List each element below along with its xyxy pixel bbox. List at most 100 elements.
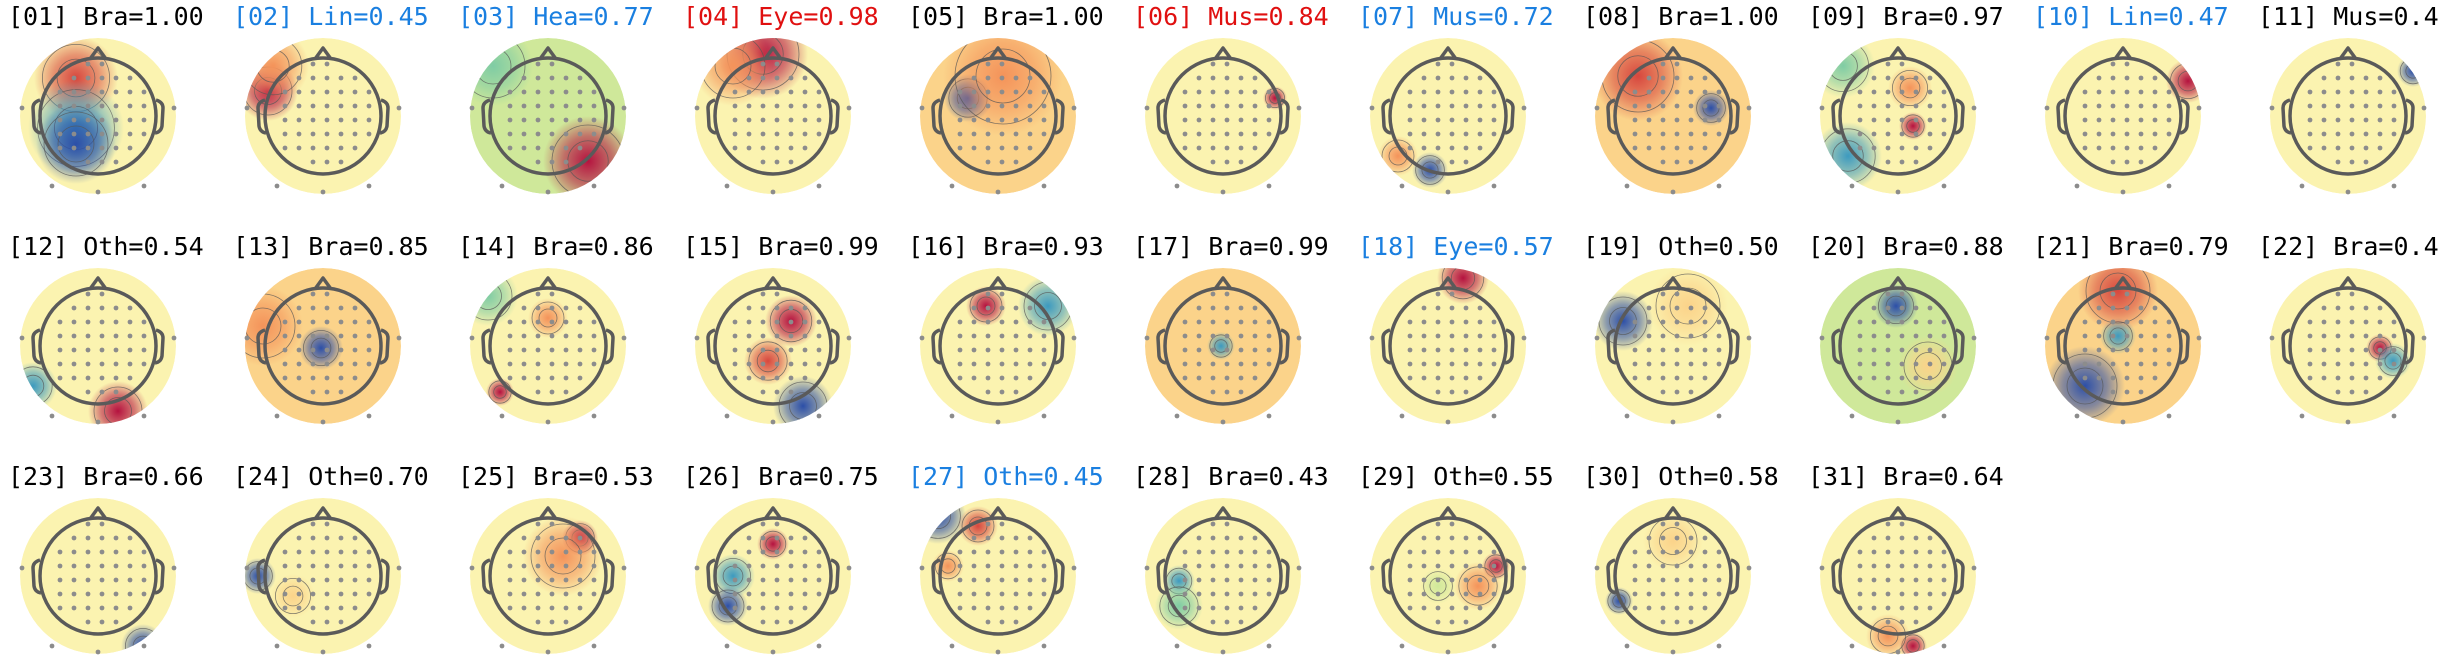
activation-field — [470, 498, 626, 654]
electrode-array — [694, 61, 852, 195]
electrode-array — [244, 521, 402, 655]
head-outline — [713, 516, 833, 636]
activation-field — [1370, 38, 1526, 194]
nose-marker — [1888, 46, 1908, 61]
nose-marker — [313, 276, 333, 291]
nose-marker — [1213, 506, 1233, 521]
head-outline — [488, 516, 608, 636]
right-ear — [829, 98, 840, 135]
component-25: [25] Bra=0.53 — [458, 462, 658, 672]
head-outline — [2288, 286, 2408, 406]
component-14: [14] Bra=0.86 — [458, 232, 658, 442]
nose-marker — [763, 506, 783, 521]
head-topomap-icon — [244, 38, 402, 195]
electrode-array — [1819, 521, 1977, 655]
electrode-array — [1144, 291, 1302, 425]
activation-field — [1595, 498, 1751, 654]
component-23: [23] Bra=0.66 — [8, 462, 208, 672]
component-16: [16] Bra=0.93 — [908, 232, 1108, 442]
left-ear — [31, 328, 42, 365]
head-outline — [1388, 286, 1508, 406]
component-09: [09] Bra=0.97 — [1808, 2, 2008, 212]
component-label: [04] Eye=0.98 — [683, 2, 879, 31]
component-17: [17] Bra=0.99 — [1133, 232, 1333, 442]
electrode-array — [919, 521, 1077, 655]
head-outline — [1163, 516, 1283, 636]
head-outline — [1388, 56, 1508, 176]
electrode-array — [469, 521, 627, 655]
nose-marker — [1438, 46, 1458, 61]
nose-marker — [88, 506, 108, 521]
electrode-array — [2269, 61, 2427, 195]
head-outline — [1613, 286, 1733, 406]
electrode-array — [919, 61, 1077, 195]
component-label: [27] Oth=0.45 — [908, 462, 1104, 491]
nose-marker — [763, 276, 783, 291]
component-24: [24] Oth=0.70 — [233, 462, 433, 672]
left-ear — [1381, 558, 1392, 595]
head-topomap-icon — [694, 498, 852, 655]
electrode-array — [2044, 291, 2202, 425]
right-ear — [1954, 558, 1965, 595]
nose-marker — [313, 506, 333, 521]
component-02: [02] Lin=0.45 — [233, 2, 433, 212]
right-ear — [1054, 98, 1065, 135]
component-label: [13] Bra=0.85 — [233, 232, 429, 261]
nose-marker — [988, 276, 1008, 291]
left-ear — [1606, 98, 1617, 135]
nose-marker — [88, 276, 108, 291]
head-topomap-icon — [469, 38, 627, 195]
nose-marker — [1213, 46, 1233, 61]
right-ear — [604, 98, 615, 135]
right-ear — [1279, 558, 1290, 595]
electrode-array — [1594, 61, 1752, 195]
nose-marker — [538, 506, 558, 521]
electrode-array — [919, 291, 1077, 425]
component-label: [25] Bra=0.53 — [458, 462, 654, 491]
activation-field — [1145, 38, 1301, 194]
head-topomap-icon — [1819, 268, 1977, 425]
activation-field — [1820, 268, 1976, 424]
component-label: [12] Oth=0.54 — [8, 232, 204, 261]
left-ear — [1156, 328, 1167, 365]
left-ear — [2281, 328, 2292, 365]
right-ear — [2179, 328, 2190, 365]
right-ear — [379, 328, 390, 365]
component-label: [01] Bra=1.00 — [8, 2, 204, 31]
head-outline — [263, 516, 383, 636]
component-label: [31] Bra=0.64 — [1808, 462, 2004, 491]
left-ear — [481, 558, 492, 595]
component-28: [28] Bra=0.43 — [1133, 462, 1333, 672]
right-ear — [1504, 558, 1515, 595]
head-topomap-icon — [469, 268, 627, 425]
left-ear — [931, 328, 942, 365]
head-outline — [263, 286, 383, 406]
left-ear — [2056, 98, 2067, 135]
component-label: [17] Bra=0.99 — [1133, 232, 1329, 261]
activation-field — [2270, 268, 2426, 424]
component-20: [20] Bra=0.88 — [1808, 232, 2008, 442]
electrode-array — [1369, 291, 1527, 425]
activation-field — [1145, 268, 1301, 424]
head-topomap-icon — [1594, 268, 1752, 425]
head-outline — [1838, 516, 1958, 636]
activation-field — [470, 38, 626, 194]
left-ear — [31, 98, 42, 135]
nose-marker — [538, 46, 558, 61]
head-topomap-icon — [469, 498, 627, 655]
component-31: [31] Bra=0.64 — [1808, 462, 2008, 672]
right-ear — [829, 328, 840, 365]
activation-field — [1820, 498, 1976, 654]
nose-marker — [1663, 46, 1683, 61]
left-ear — [1831, 98, 1842, 135]
nose-marker — [988, 46, 1008, 61]
left-ear — [1831, 328, 1842, 365]
right-ear — [2404, 98, 2415, 135]
component-30: [30] Oth=0.58 — [1583, 462, 1783, 672]
head-topomap-icon — [1594, 38, 1752, 195]
component-07: [07] Mus=0.72 — [1358, 2, 1558, 212]
component-12: [12] Oth=0.54 — [8, 232, 208, 442]
nose-marker — [1663, 506, 1683, 521]
head-topomap-icon — [1369, 268, 1527, 425]
left-ear — [2281, 98, 2292, 135]
